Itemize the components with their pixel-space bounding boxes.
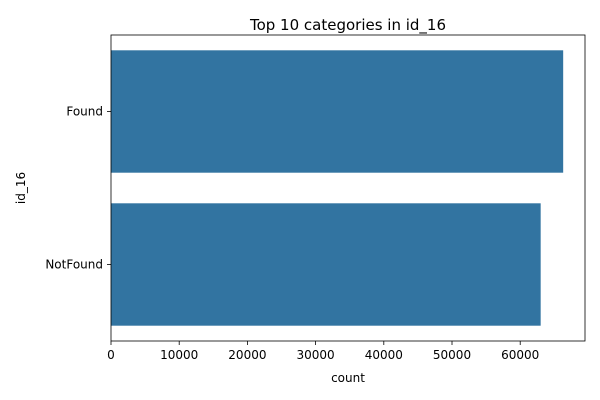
y-axis-label: id_16 [14, 172, 28, 204]
plot-area-frame [110, 34, 586, 342]
chart-title: Top 10 categories in id_16 [249, 16, 446, 35]
x-tick-label: 60000 [501, 348, 539, 362]
y-tick-label: Found [66, 105, 103, 119]
x-tick-label: 10000 [160, 348, 198, 362]
x-tick-label: 50000 [433, 348, 471, 362]
y-tick-label: NotFound [45, 258, 103, 272]
bars-group [111, 50, 564, 326]
x-tick-label: 0 [107, 348, 115, 362]
bar-found [111, 50, 564, 173]
x-tick-label: 20000 [228, 348, 266, 362]
bar-notfound [111, 203, 541, 326]
y-axis-ticks: Found NotFound [45, 105, 111, 272]
x-tick-label: 40000 [365, 348, 403, 362]
x-axis-ticks: 0 10000 20000 30000 40000 50000 60000 [107, 341, 539, 362]
x-tick-label: 30000 [297, 348, 335, 362]
x-axis-label: count [331, 371, 365, 385]
